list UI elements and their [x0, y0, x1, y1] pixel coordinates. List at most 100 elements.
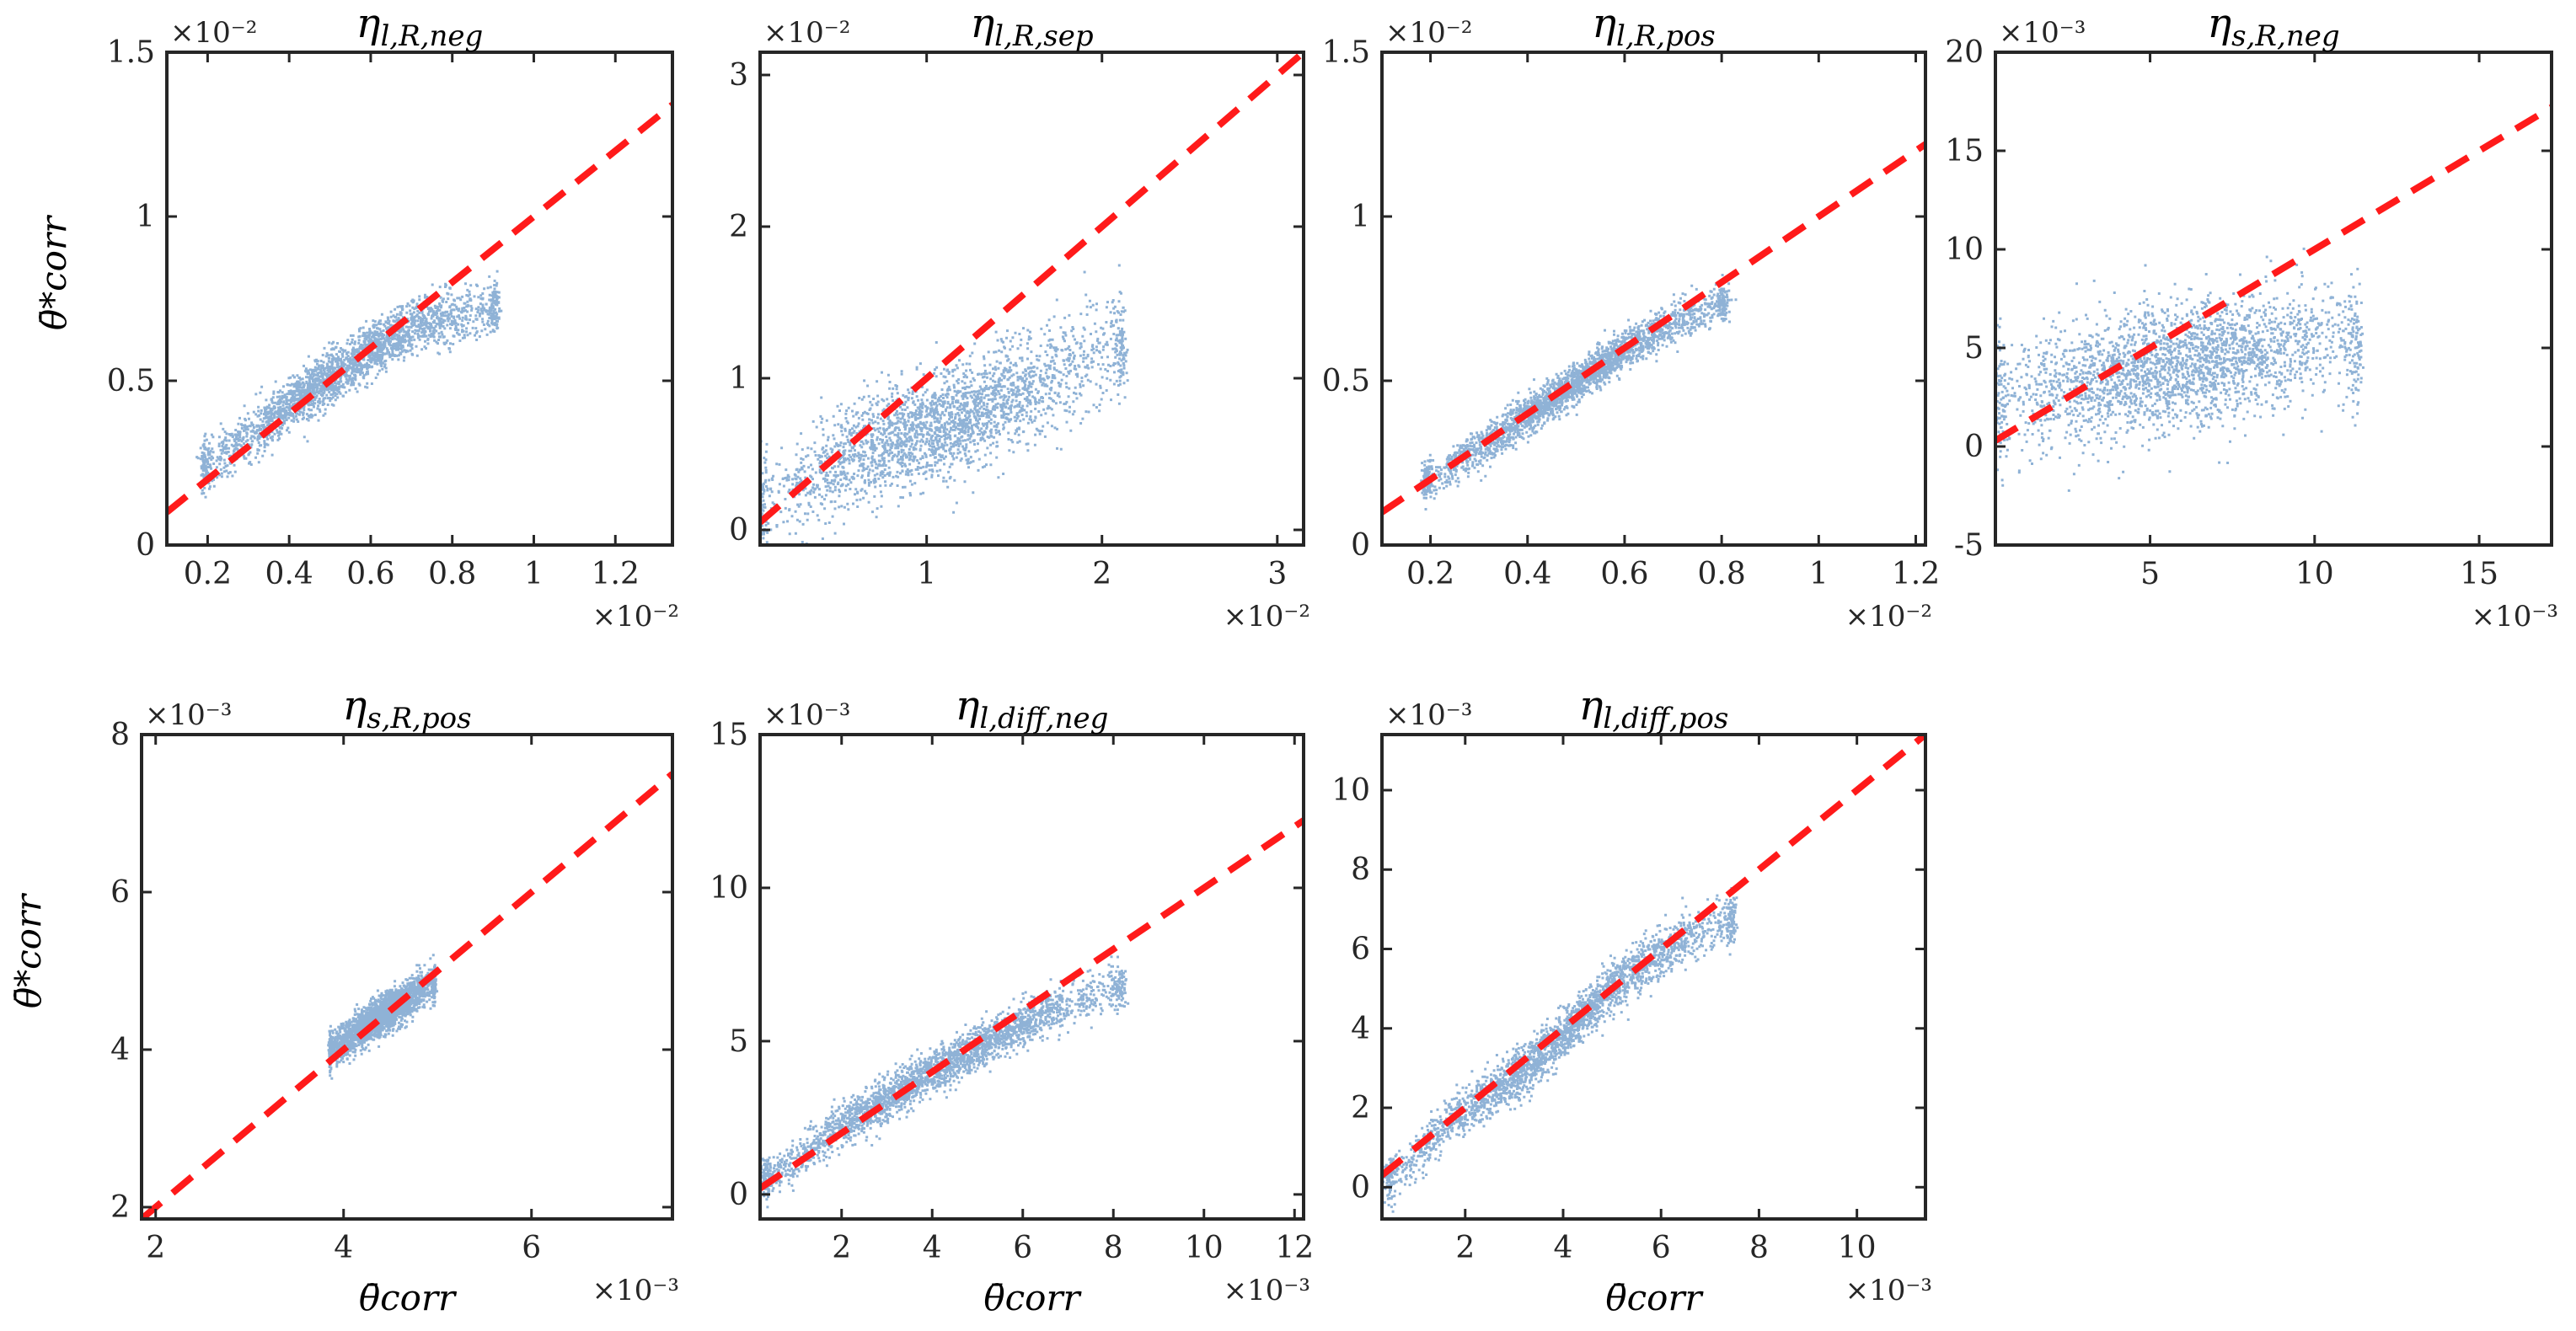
fit-line: [760, 52, 1304, 526]
x-multiplier: ×10⁻³: [592, 1274, 679, 1307]
x-axis-label: θ̄corr: [359, 1277, 458, 1318]
x-tick-label: 12: [1275, 1231, 1314, 1265]
x-tick-label: 6: [522, 1231, 541, 1265]
y-tick-label: 6: [110, 875, 130, 910]
x-tick-label: 0.6: [1600, 557, 1648, 591]
x-tick-label: 1: [1809, 557, 1829, 591]
x-tick-label: 10: [2295, 557, 2334, 591]
y-tick-label: -5: [1954, 528, 1984, 563]
y-tick-label: 8: [110, 718, 130, 752]
y-tick-label: 5: [729, 1024, 748, 1059]
x-tick-label: 4: [1554, 1231, 1573, 1265]
x-tick-label: 4: [334, 1231, 353, 1265]
panel-4: 5 10 15 -5 0 5 10 15 20 ×10⁻³ ×10⁻³ ηs,R,neg: [1945, 0, 2558, 633]
x-tick-label: 2: [1092, 557, 1111, 591]
y-multiplier: ×10⁻²: [763, 16, 850, 50]
fit-line: [760, 817, 1304, 1191]
y-tick-label: 0: [1351, 528, 1370, 563]
panel-7: 2 4 6 8 10 0 2 4 6 8 10 ×10⁻³ ×10⁻³ ηl,diff,pos θ̄corr: [1331, 682, 1932, 1318]
x-tick-label: 1: [524, 557, 544, 591]
y-tick-label: 20: [1945, 35, 1984, 70]
x-tick-label: 2: [1455, 1231, 1475, 1265]
panel-title: ηl,R,pos: [1592, 0, 1716, 53]
y-tick-label: 8: [1351, 853, 1370, 887]
y-tick-label: 0: [1964, 430, 1984, 464]
axes-box: [140, 733, 674, 1221]
fit-line: [142, 771, 672, 1219]
panel-title: ηl,diff,pos: [1579, 682, 1729, 735]
x-axis-label: θ̄corr: [1605, 1277, 1704, 1318]
panel-title: ηl,R,neg: [356, 0, 484, 53]
x-tick-label: 10: [1838, 1231, 1877, 1265]
y-tick-label: 2: [729, 210, 748, 244]
x-tick-label: 4: [923, 1231, 942, 1265]
x-tick-label: 0.4: [265, 557, 313, 591]
panel-3: 0.2 0.4 0.6 0.8 1 1.2 0 0.5 1 1.5 ×10⁻² ×10⁻² ηl,R,p…: [1322, 0, 1940, 633]
y-tick-label: 1: [136, 200, 155, 234]
scatter-cloud: [1419, 274, 1738, 510]
x-tick-label: 0.2: [1406, 557, 1454, 591]
panel-2: 1 2 3 0 1 2 3 ×10⁻² ×10⁻² ηl,R,sep: [729, 0, 1310, 633]
scatter-cloud: [195, 270, 503, 499]
panel-title: ηs,R,neg: [2207, 0, 2339, 53]
y-tick-label: 4: [1351, 1012, 1370, 1046]
x-multiplier: ×10⁻³: [1224, 1274, 1310, 1307]
y-multiplier: ×10⁻³: [1385, 698, 1472, 732]
scatter-points: [760, 955, 1130, 1209]
y-multiplier: ×10⁻²: [170, 16, 257, 50]
x-multiplier: ×10⁻²: [1224, 600, 1310, 633]
y-tick-label: 10: [710, 871, 748, 906]
y-axis-label: θ̄*corr: [33, 214, 74, 330]
panel-title: ηs,R,pos: [342, 682, 471, 735]
scatter-cloud: [1995, 247, 2364, 492]
x-tick-label: 0.8: [428, 557, 476, 591]
y-tick-label: 1.5: [1322, 35, 1370, 70]
axes-box: [165, 51, 674, 547]
fit-line: [167, 102, 672, 516]
y-multiplier: ×10⁻³: [1999, 16, 2086, 50]
y-tick-label: 10: [1331, 773, 1370, 808]
y-tick-label: 2: [1351, 1091, 1370, 1125]
scatter-cloud: [327, 954, 439, 1080]
scatter-points: [327, 954, 439, 1080]
scatter-cloud: [760, 955, 1130, 1209]
fit-line: [1382, 735, 1925, 1179]
y-tick-label: 0: [729, 1178, 748, 1212]
y-tick-label: 0: [1351, 1170, 1370, 1205]
y-tick-label: 15: [1945, 134, 1984, 168]
y-axis-label: θ̄*corr: [8, 892, 49, 1008]
x-tick-label: 2: [832, 1231, 851, 1265]
panel-5: 2 4 6 2 4 6 8 ×10⁻³ ×10⁻³ ηs,R,pos θ̄corr θ̄*corr: [8, 682, 679, 1318]
axes-box: [1994, 51, 2553, 547]
y-tick-label: 0.5: [1322, 364, 1370, 398]
y-tick-label: 0.5: [107, 364, 155, 398]
x-tick-label: 6: [1652, 1231, 1671, 1265]
y-tick-label: 6: [1351, 933, 1370, 967]
y-tick-label: 10: [1945, 233, 1984, 267]
x-tick-label: 8: [1104, 1231, 1123, 1265]
panel-6: 2 4 6 8 10 12 0 5 10 15 ×10⁻³ ×10⁻³ ηl,diff,neg θ̄cor…: [710, 682, 1314, 1318]
y-multiplier: ×10⁻³: [145, 698, 232, 732]
x-multiplier: ×10⁻²: [592, 600, 679, 633]
panel-1: 0.2 0.4 0.6 0.8 1 1.2 0 0.5 1 1.5 ×10⁻² ×10⁻² ηl,R,n…: [33, 0, 679, 633]
x-tick-label: 1: [917, 557, 936, 591]
axes-box: [1380, 733, 1927, 1221]
panel-title: ηl,diff,neg: [956, 682, 1109, 735]
x-tick-label: 6: [1013, 1231, 1032, 1265]
y-tick-label: 1.5: [107, 35, 155, 70]
x-tick-label: 15: [2460, 557, 2498, 591]
axes-box: [1380, 51, 1927, 547]
scatter-points: [195, 270, 503, 499]
scatter-points: [1995, 247, 2364, 492]
x-tick-label: 0.6: [346, 557, 394, 591]
x-tick-label: 1.2: [1892, 557, 1940, 591]
x-tick-label: 0.4: [1503, 557, 1551, 591]
x-tick-label: 0.8: [1697, 557, 1745, 591]
y-tick-label: 2: [110, 1190, 130, 1225]
scatter-points: [1382, 887, 1739, 1213]
x-tick-label: 1.2: [592, 557, 640, 591]
x-multiplier: ×10⁻³: [1845, 1274, 1932, 1307]
fit-line: [1995, 104, 2552, 444]
x-tick-label: 5: [2140, 557, 2160, 591]
